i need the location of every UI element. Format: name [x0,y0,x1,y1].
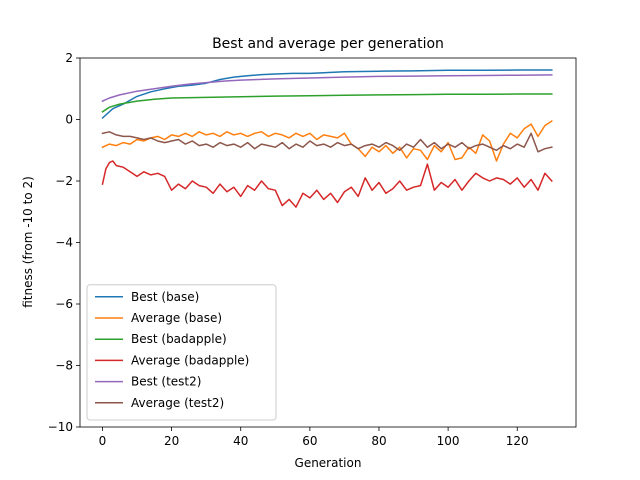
y-tick-label: −10 [48,420,73,434]
series-line-1 [101,119,553,162]
series-line-5 [101,131,553,153]
series-line-4 [101,74,553,103]
y-tick-label: 0 [65,113,73,127]
legend-label: Best (test2) [131,375,201,389]
legend-label: Average (base) [131,311,222,325]
legend-label: Average (badapple) [131,353,249,367]
chart-title: Best and average per generation [212,36,444,52]
y-axis-label: fitness (from -10 to 2) [21,176,35,308]
y-tick-label: 2 [65,51,73,65]
x-tick-label: 20 [164,434,179,448]
x-tick-label: 40 [233,434,248,448]
series-line-0 [101,69,553,120]
legend: Best (base) Average (base) Best (badapple)… [86,284,277,421]
x-axis-label: Generation [295,456,362,470]
x-tick-label: 80 [371,434,386,448]
legend-box [86,284,277,421]
y-tick-label: −6 [55,297,73,311]
y-tick-label: −4 [55,236,73,250]
x-tick-label: 0 [99,434,107,448]
axes-layer: 0 20 40 60 80 100 120 −10 −8 −6 −4 −2 0 2 [48,51,577,448]
series-line-3 [101,160,553,208]
legend-label: Best (base) [131,290,199,304]
x-tick-label: 60 [302,434,317,448]
series-line-2 [101,93,553,113]
series-layer [101,69,553,208]
legend-label: Best (badapple) [131,332,227,346]
legend-label: Average (test2) [131,396,224,410]
x-tick-label: 120 [506,434,529,448]
y-tick-label: −2 [55,174,73,188]
y-tick-label: −8 [55,359,73,373]
x-tick-label: 100 [437,434,460,448]
